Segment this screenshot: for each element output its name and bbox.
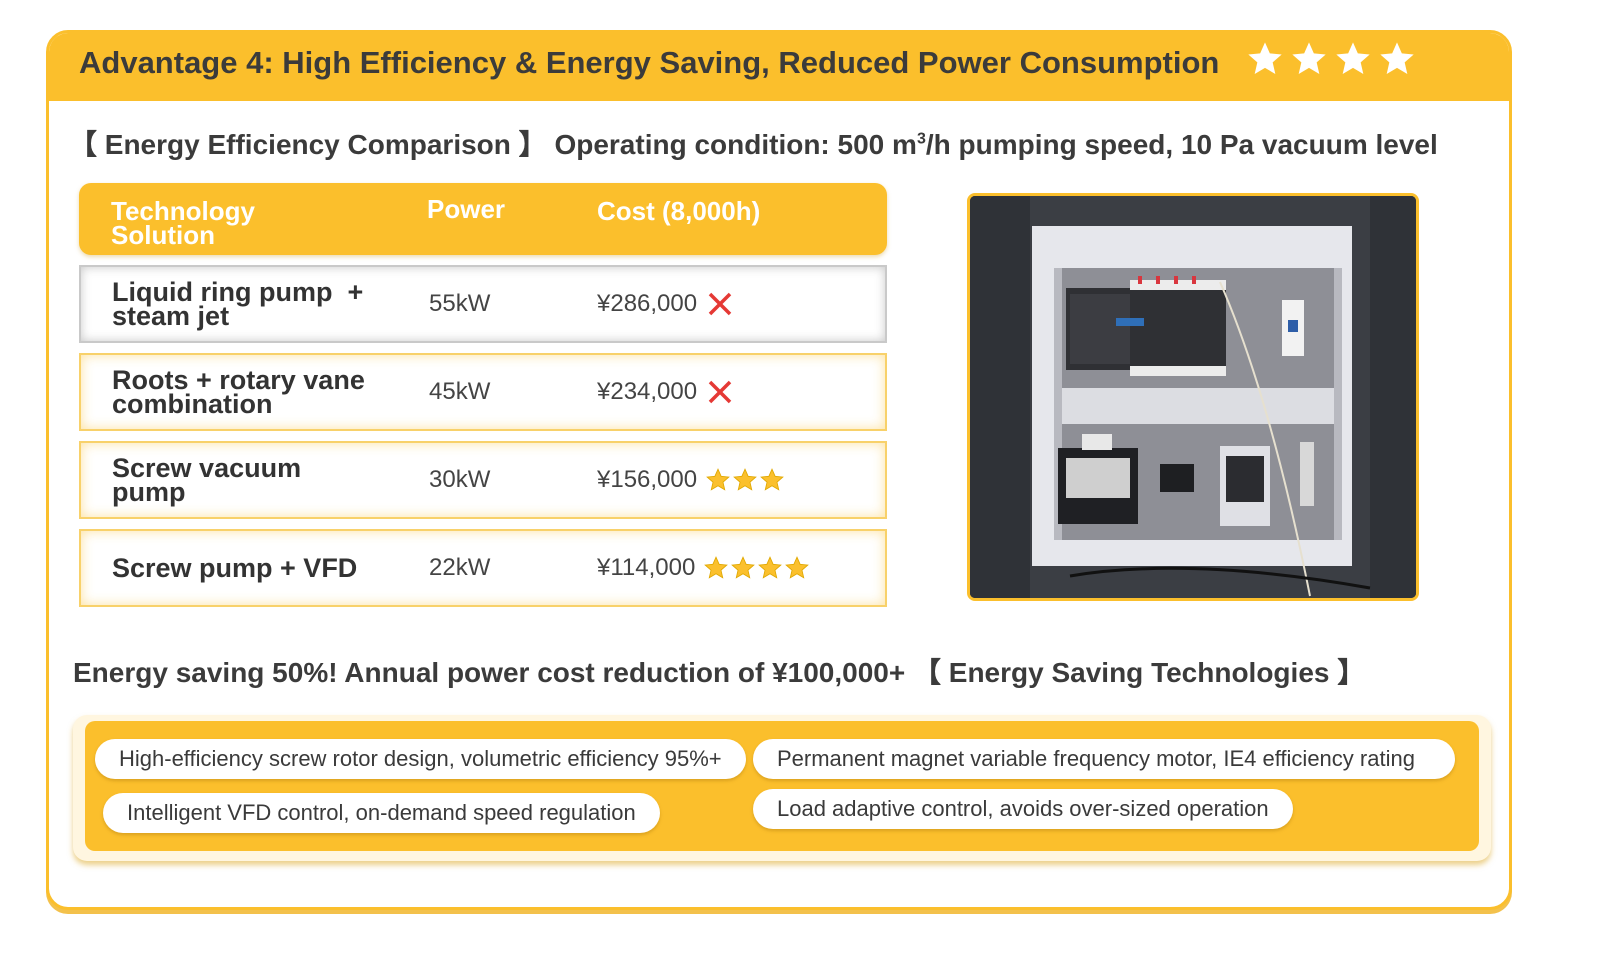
row-cost-cell: ¥234,000 <box>597 377 735 407</box>
row-cost-cell: ¥114,000 <box>597 554 810 582</box>
star-icon <box>760 468 784 491</box>
technology-pill: Permanent magnet variable frequency moto… <box>753 739 1455 779</box>
star-icon <box>785 556 810 579</box>
row-cost: ¥234,000 <box>597 378 698 405</box>
cross-icon <box>705 289 735 319</box>
star-icon <box>1380 42 1414 74</box>
row-cost-cell: ¥286,000 <box>597 289 735 319</box>
technology-pill: Load adaptive control, avoids over-sized… <box>753 789 1293 829</box>
star-icon <box>758 556 783 579</box>
star-icon <box>706 468 730 491</box>
row-star-rating <box>705 467 785 493</box>
table-row: Screw vacuum pump 30kW ¥156,000 <box>79 441 887 519</box>
header-star-rating <box>1245 39 1417 79</box>
star-icon <box>733 468 757 491</box>
header-cost: Cost (8,000h) <box>597 196 761 226</box>
row-cost: ¥156,000 <box>597 466 698 493</box>
row-power: 45kW <box>429 378 491 405</box>
row-technology: Screw pump + VFD <box>112 553 358 583</box>
table-row: Liquid ring pump + steam jet 55kW ¥286,0… <box>79 265 887 343</box>
technologies-list: High-efficiency screw rotor design, volu… <box>85 721 1479 851</box>
row-power: 22kW <box>429 554 491 581</box>
cross-icon <box>705 377 735 407</box>
technology-pill: High-efficiency screw rotor design, volu… <box>95 739 746 779</box>
row-star-rating <box>703 555 810 581</box>
row-technology: Liquid ring pump + steam jet <box>112 277 364 331</box>
header-title: Advantage 4: High Efficiency & Energy Sa… <box>79 45 1220 80</box>
row-technology: Screw vacuum pump <box>112 453 302 507</box>
energy-saving-statement: Energy saving 50%! Annual power cost red… <box>73 657 1366 688</box>
row-technology: Roots + rotary vane combination <box>112 365 365 419</box>
header-technology: Technology Solution <box>111 196 255 250</box>
comparison-subtitle: 【 Energy Efficiency Comparison 】 Operati… <box>69 123 1438 163</box>
star-icon <box>1248 42 1282 74</box>
subtitle-superscript: 3 <box>916 130 926 148</box>
advantage-card: Advantage 4: High Efficiency & Energy Sa… <box>46 30 1512 910</box>
table-header: Technology Solution Power Cost (8,000h) <box>79 183 887 255</box>
star-icon <box>1336 42 1370 74</box>
row-cost-cell: ¥156,000 <box>597 466 785 494</box>
star-icon <box>704 556 729 579</box>
row-power: 30kW <box>429 466 491 493</box>
row-power: 55kW <box>429 290 491 317</box>
subtitle-suffix: /h pumping speed, 10 Pa vacuum level <box>925 129 1438 160</box>
row-cost: ¥114,000 <box>597 554 696 581</box>
star-icon <box>1292 42 1326 74</box>
row-cost: ¥286,000 <box>597 290 698 317</box>
star-icon <box>731 556 756 579</box>
subtitle-prefix: 【 Energy Efficiency Comparison 】 Operati… <box>69 129 917 160</box>
table-row: Roots + rotary vane combination 45kW ¥23… <box>79 353 887 431</box>
table-row: Screw pump + VFD 22kW ¥114,000 <box>79 529 887 607</box>
control-cabinet-photo <box>967 193 1419 601</box>
technology-pill: Intelligent VFD control, on-demand speed… <box>103 793 660 833</box>
technologies-panel: High-efficiency screw rotor design, volu… <box>73 715 1491 861</box>
header-power: Power <box>427 194 506 224</box>
header-bar: Advantage 4: High Efficiency & Energy Sa… <box>49 33 1509 101</box>
